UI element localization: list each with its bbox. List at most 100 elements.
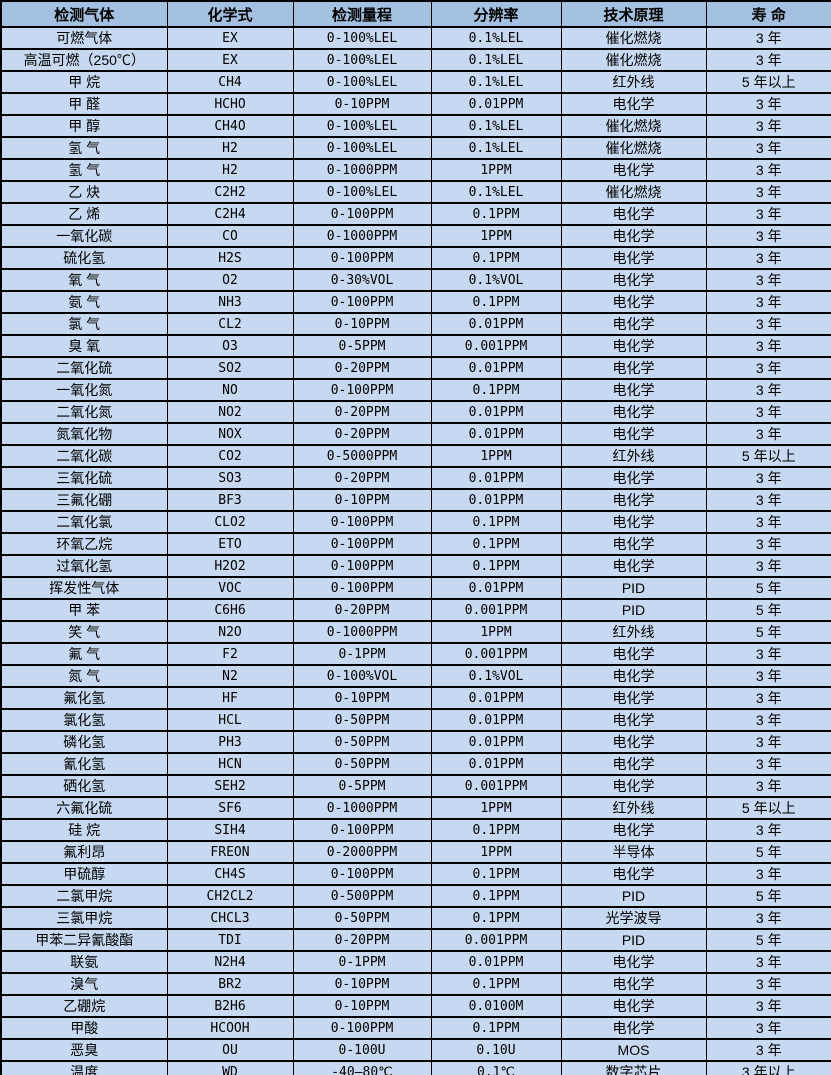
table-row: 氢 气 H2 0-1000PPM 1PPM 电化学 3 年 <box>0 158 831 182</box>
table-row: 二氧化氯 CLO2 0-100PPM 0.1PPM 电化学 3 年 <box>0 510 831 534</box>
lifespan-cell: 3 年 <box>705 862 831 886</box>
table-row: 三氟化硼 BF3 0-10PPM 0.01PPM 电化学 3 年 <box>0 488 831 512</box>
table-row: 一氧化氮 NO 0-100PPM 0.1PPM 电化学 3 年 <box>0 378 831 402</box>
gas-name-cell: 温度 <box>0 1060 168 1075</box>
table-row: 氟化氢 HF 0-10PPM 0.01PPM 电化学 3 年 <box>0 686 831 710</box>
lifespan-cell: 3 年 <box>705 664 831 688</box>
gas-name-cell: 甲硫醇 <box>0 862 168 886</box>
lifespan-cell: 3 年 <box>705 532 831 556</box>
chemical-formula-cell: HCN <box>166 752 294 776</box>
lifespan-cell: 3 年 <box>705 158 831 182</box>
resolution-cell: 0.1PPM <box>430 554 562 578</box>
chemical-formula-cell: ETO <box>166 532 294 556</box>
detection-range-cell: 0-100PPM <box>292 818 432 842</box>
gas-name-cell: 氟 气 <box>0 642 168 666</box>
table-row: 甲苯二异氰酸酯 TDI 0-20PPM 0.001PPM PID 5 年 <box>0 928 831 952</box>
detection-range-cell: 0-100PPM <box>292 532 432 556</box>
column-header-lifespan: 寿 命 <box>705 0 831 28</box>
detection-range-cell: 0-5PPM <box>292 334 432 358</box>
gas-name-cell: 一氧化碳 <box>0 224 168 248</box>
lifespan-cell: 3 年 <box>705 818 831 842</box>
chemical-formula-cell: WD <box>166 1060 294 1075</box>
technology-principle-cell: 催化燃烧 <box>560 114 707 138</box>
resolution-cell: 0.01PPM <box>430 576 562 600</box>
gas-name-cell: 氧 气 <box>0 268 168 292</box>
table-row: 恶臭 OU 0-100U 0.10U MOS 3 年 <box>0 1038 831 1062</box>
gas-name-cell: 六氟化硫 <box>0 796 168 820</box>
table-row: 二氧化硫 SO2 0-20PPM 0.01PPM 电化学 3 年 <box>0 356 831 380</box>
chemical-formula-cell: B2H6 <box>166 994 294 1018</box>
detection-range-cell: 0-100%LEL <box>292 26 432 50</box>
lifespan-cell: 3 年以上 <box>705 1060 831 1075</box>
gas-name-cell: 二氯甲烷 <box>0 884 168 908</box>
table-row: 可燃气体 EX 0-100%LEL 0.1%LEL 催化燃烧 3 年 <box>0 26 831 50</box>
technology-principle-cell: 电化学 <box>560 334 707 358</box>
chemical-formula-cell: CH4 <box>166 70 294 94</box>
chemical-formula-cell: C2H4 <box>166 202 294 226</box>
lifespan-cell: 3 年 <box>705 642 831 666</box>
gas-name-cell: 二氧化氮 <box>0 400 168 424</box>
chemical-formula-cell: HF <box>166 686 294 710</box>
lifespan-cell: 3 年 <box>705 1016 831 1040</box>
gas-name-cell: 臭 氧 <box>0 334 168 358</box>
lifespan-cell: 3 年 <box>705 950 831 974</box>
table-row: 甲 苯 C6H6 0-20PPM 0.001PPM PID 5 年 <box>0 598 831 622</box>
detection-range-cell: 0-1PPM <box>292 950 432 974</box>
resolution-cell: 0.1PPM <box>430 884 562 908</box>
detection-range-cell: 0-10PPM <box>292 312 432 336</box>
gas-name-cell: 三氟化硼 <box>0 488 168 512</box>
table-row: 氟 气 F2 0-1PPM 0.001PPM 电化学 3 年 <box>0 642 831 666</box>
gas-name-cell: 乙硼烷 <box>0 994 168 1018</box>
chemical-formula-cell: EX <box>166 48 294 72</box>
detection-range-cell: -40—80℃ <box>292 1060 432 1075</box>
technology-principle-cell: 电化学 <box>560 422 707 446</box>
column-header-resolution: 分辨率 <box>430 0 562 28</box>
detection-range-cell: 0-50PPM <box>292 752 432 776</box>
gas-name-cell: 硅 烷 <box>0 818 168 842</box>
technology-principle-cell: 数字芯片 <box>560 1060 707 1075</box>
lifespan-cell: 3 年 <box>705 466 831 490</box>
lifespan-cell: 3 年 <box>705 972 831 996</box>
technology-principle-cell: 电化学 <box>560 818 707 842</box>
gas-name-cell: 笑 气 <box>0 620 168 644</box>
detection-range-cell: 0-100PPM <box>292 246 432 270</box>
technology-principle-cell: 电化学 <box>560 246 707 270</box>
chemical-formula-cell: HCOOH <box>166 1016 294 1040</box>
lifespan-cell: 3 年 <box>705 224 831 248</box>
gas-name-cell: 甲 苯 <box>0 598 168 622</box>
gas-name-cell: 氟利昂 <box>0 840 168 864</box>
detection-range-cell: 0-1000PPM <box>292 796 432 820</box>
lifespan-cell: 3 年 <box>705 356 831 380</box>
lifespan-cell: 5 年以上 <box>705 796 831 820</box>
detection-range-cell: 0-100%VOL <box>292 664 432 688</box>
resolution-cell: 0.1℃ <box>430 1060 562 1075</box>
resolution-cell: 0.001PPM <box>430 928 562 952</box>
resolution-cell: 0.01PPM <box>430 686 562 710</box>
chemical-formula-cell: C6H6 <box>166 598 294 622</box>
lifespan-cell: 5 年以上 <box>705 444 831 468</box>
chemical-formula-cell: SIH4 <box>166 818 294 842</box>
detection-range-cell: 0-500PPM <box>292 884 432 908</box>
technology-principle-cell: 电化学 <box>560 532 707 556</box>
technology-principle-cell: 半导体 <box>560 840 707 864</box>
technology-principle-cell: 电化学 <box>560 642 707 666</box>
resolution-cell: 0.1PPM <box>430 202 562 226</box>
table-row: 甲 醇 CH4O 0-100%LEL 0.1%LEL 催化燃烧 3 年 <box>0 114 831 138</box>
lifespan-cell: 3 年 <box>705 114 831 138</box>
resolution-cell: 0.01PPM <box>430 312 562 336</box>
gas-name-cell: 氯 气 <box>0 312 168 336</box>
chemical-formula-cell: NO <box>166 378 294 402</box>
chemical-formula-cell: FREON <box>166 840 294 864</box>
gas-name-cell: 磷化氢 <box>0 730 168 754</box>
gas-name-cell: 甲 醛 <box>0 92 168 116</box>
resolution-cell: 0.01PPM <box>430 400 562 424</box>
detection-range-cell: 0-20PPM <box>292 356 432 380</box>
detection-range-cell: 0-30%VOL <box>292 268 432 292</box>
resolution-cell: 0.1%LEL <box>430 70 562 94</box>
table-row: 二氧化氮 NO2 0-20PPM 0.01PPM 电化学 3 年 <box>0 400 831 424</box>
chemical-formula-cell: C2H2 <box>166 180 294 204</box>
column-header-technology-principle: 技术原理 <box>560 0 707 28</box>
resolution-cell: 0.01PPM <box>430 466 562 490</box>
gas-name-cell: 二氧化硫 <box>0 356 168 380</box>
chemical-formula-cell: VOC <box>166 576 294 600</box>
